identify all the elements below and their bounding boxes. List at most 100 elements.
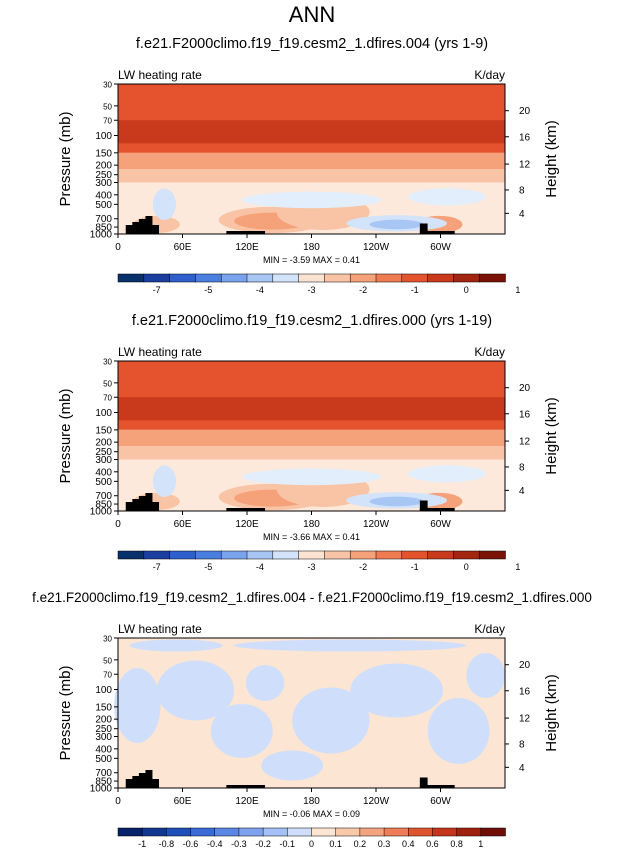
terrain-block [419,231,455,234]
height-tick-label: 20 [519,383,531,394]
terrain-block [152,779,160,788]
lon-tick-label: 60W [430,796,451,807]
contour-blob [129,639,223,652]
colorbar-swatch [432,827,458,837]
height-tick-label: 8 [519,185,525,196]
lon-tick-label: 120E [235,796,259,807]
height-tick-label: 8 [519,462,525,473]
contour-blob [369,496,424,507]
colorbar-swatch [220,273,248,283]
pressure-tick-label: 300 [95,455,112,466]
colorbar-swatch [238,827,264,837]
contour-blob [152,465,177,498]
contour-blob [408,465,486,483]
colorbar-swatch [143,550,171,560]
colorbar-swatch [401,273,429,283]
colorbar-swatch [359,827,385,837]
height-tick-label: 12 [519,160,531,171]
min-max-label: MIN = -0.06 MAX = 0.09 [263,809,360,819]
colorbar-label: 0.1 [329,839,342,849]
lon-tick-label: 180 [303,796,320,807]
lon-tick-label: 0 [115,519,121,530]
lon-tick-label: 60E [174,242,192,253]
colorbar-swatch [141,827,168,837]
terrain-block [152,502,160,511]
colorbar-swatch [311,827,337,837]
colorbar-label: -1 [411,285,419,295]
contour-blob [350,663,444,718]
colorbar-swatch [169,273,197,283]
colorbar-swatch [143,273,171,283]
contour-blob [245,665,285,701]
units-label: K/day [474,622,505,636]
colorbar-label: -3 [307,562,315,572]
units-label: K/day [474,345,505,359]
colorbar-label: -2 [359,285,367,295]
y-axis-title-right: Height (km) [543,397,560,475]
contour-blob [234,639,467,652]
colorbar-swatch [478,550,506,560]
heatmap-svg: LW heating rate K/day30507010015020025030… [57,345,560,572]
pressure-tick-label: 500 [95,477,112,488]
colorbar-swatch [349,273,377,283]
terrain-block [226,508,266,511]
height-tick-label: 16 [519,686,531,697]
height-tick-label: 12 [519,437,531,448]
height-tick-label: 20 [519,660,531,671]
upper-trop-band [118,152,505,170]
terrain-block [226,231,266,234]
pressure-tick-label: 30 [103,635,112,644]
height-tick-label: 16 [519,409,531,420]
colorbar-label: 0.3 [378,839,391,849]
pressure-tick-label: 300 [95,732,112,743]
panel-title: f.e21.F2000climo.f19_f19.cesm2_1.dfires.… [131,313,493,329]
colorbar-label: 0.4 [402,839,415,849]
colorbar-label: -0.8 [159,839,175,849]
lon-tick-label: 180 [303,519,320,530]
colorbar-label: 1 [515,562,520,572]
colorbar-swatch [298,273,326,283]
y-axis-title-right: Height (km) [543,674,560,752]
pressure-tick-label: 700 [95,491,112,502]
pressure-tick-label: 30 [103,81,112,90]
contour-blob [241,468,382,486]
pressure-tick-label: 100 [95,685,112,696]
pressure-tick-label: 50 [103,379,112,388]
terrain-block [125,225,133,234]
colorbar-label: 0.8 [450,839,463,849]
lon-tick-label: 0 [115,796,121,807]
pressure-tick-label: 150 [95,148,112,159]
colorbar-swatch [383,827,409,837]
terrain-block [132,222,140,234]
colorbar [117,550,506,560]
terrain-block [125,502,133,511]
colorbar-label: -3 [307,285,315,295]
terrain-block [419,777,428,788]
colorbar-swatch [272,550,300,560]
terrain-block [419,785,455,788]
colorbar-swatch [349,550,377,560]
lon-tick-label: 120W [363,242,390,253]
contour-blob [152,188,177,221]
strat-band [118,120,505,144]
min-max-label: MIN = -3.59 MAX = 0.41 [263,255,360,265]
colorbar-swatch [214,827,240,837]
lon-tick-label: 60W [430,519,451,530]
pressure-tick-label: 300 [95,178,112,189]
colorbar-label: -4 [256,285,264,295]
pressure-tick-label: 1000 [90,784,113,795]
colorbar-label: -7 [153,285,161,295]
colorbar-swatch [190,827,216,837]
terrain [125,770,455,788]
height-tick-label: 16 [519,132,531,143]
upper-trop-band [118,429,505,447]
colorbar-swatch [375,550,403,560]
terrain-block [138,219,146,234]
panel-title: f.e21.F2000climo.f19_f19.cesm2_1.dfires.… [32,590,592,605]
colorbar-swatch [427,550,455,560]
colorbar-swatch [117,550,145,560]
terrain-block [132,776,140,788]
pressure-tick-label: 700 [95,214,112,225]
colorbar-swatch [427,273,455,283]
colorbar-swatch [480,827,506,837]
